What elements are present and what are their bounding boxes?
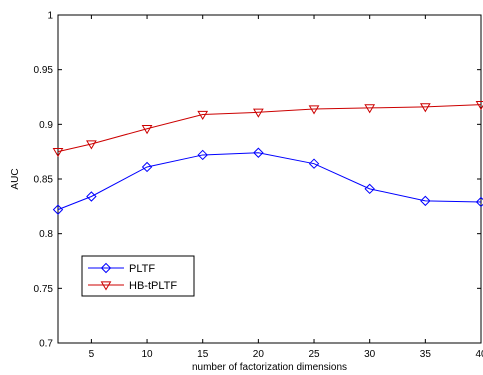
x-axis-title: number of factorization dimensions xyxy=(192,362,347,373)
data-point xyxy=(52,204,64,215)
data-point xyxy=(308,158,320,169)
data-point xyxy=(364,104,376,114)
y-axis-title: AUC xyxy=(10,168,21,189)
y-tick-label: 1 xyxy=(47,11,53,22)
data-point xyxy=(86,140,97,150)
data-point xyxy=(475,101,483,111)
series-line xyxy=(57,152,482,211)
y-tick-label: 0.9 xyxy=(39,120,53,131)
data-point xyxy=(197,110,209,120)
legend-marker xyxy=(100,262,112,274)
x-tick-label: 10 xyxy=(141,349,153,360)
data-point xyxy=(141,161,153,173)
legend-label: PLTF xyxy=(129,263,155,275)
y-axis-ticks: 0.7 0.75 0.8 0.85 0.9 0.95 1 xyxy=(34,11,481,350)
data-point xyxy=(475,196,483,208)
data-point xyxy=(52,148,64,158)
series-pltf xyxy=(52,147,483,215)
data-point xyxy=(364,183,375,195)
x-tick-label: 20 xyxy=(253,349,265,360)
series-line xyxy=(57,104,482,153)
x-axis-ticks: 5 10 15 20 25 30 35 40 xyxy=(89,15,483,360)
x-tick-label: 35 xyxy=(420,349,432,360)
y-tick-label: 0.85 xyxy=(34,175,54,186)
y-tick-label: 0.75 xyxy=(34,284,54,295)
data-point xyxy=(253,147,264,158)
legend-label: HB-tPLTF xyxy=(129,280,177,292)
x-tick-label: 40 xyxy=(475,349,483,360)
x-tick-label: 15 xyxy=(197,349,209,360)
data-point xyxy=(420,195,431,207)
x-tick-label: 30 xyxy=(364,349,376,360)
series-hb-tpltf xyxy=(52,101,483,158)
y-tick-label: 0.95 xyxy=(34,65,54,76)
data-point xyxy=(252,108,264,118)
legend-box xyxy=(81,255,195,297)
data-point xyxy=(308,105,320,115)
data-point xyxy=(141,125,153,135)
y-tick-label: 0.7 xyxy=(39,339,53,350)
legend-marker xyxy=(100,281,112,291)
data-point xyxy=(419,103,431,113)
data-point xyxy=(197,149,208,161)
data-point xyxy=(86,191,97,202)
series-layer xyxy=(52,101,483,215)
x-tick-label: 5 xyxy=(89,349,95,360)
legend: PLTF HB-tPLTF xyxy=(81,255,195,297)
x-tick-label: 25 xyxy=(308,349,320,360)
y-tick-label: 0.8 xyxy=(39,229,53,240)
